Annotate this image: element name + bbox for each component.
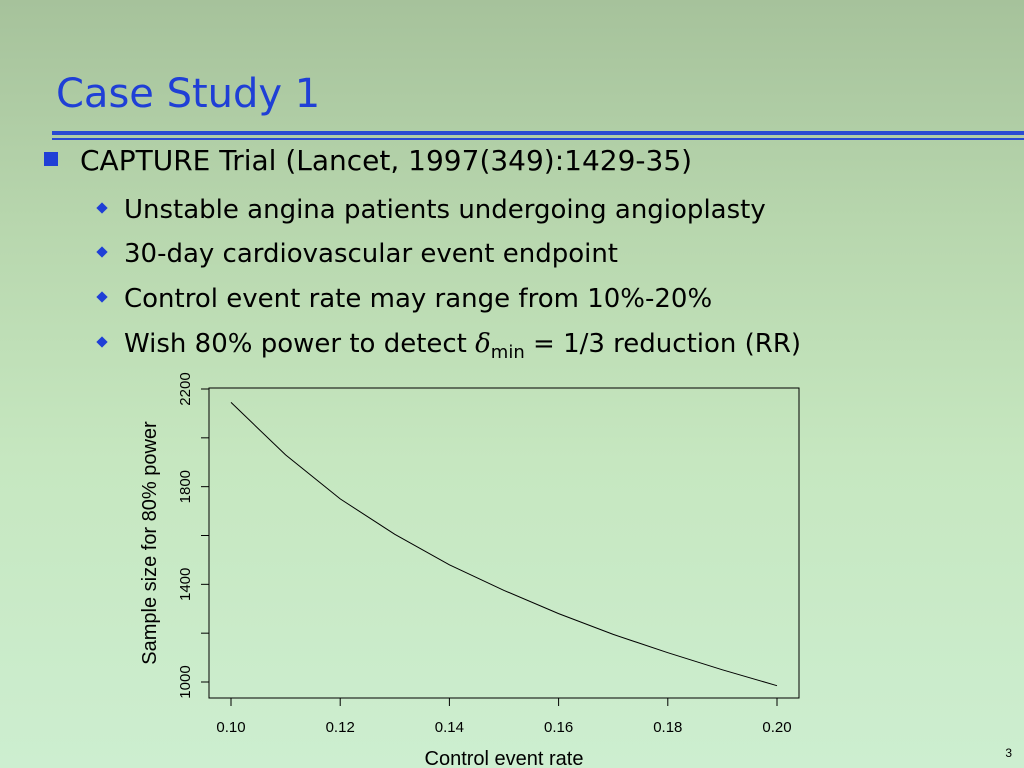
y-tick-label: 1400 [177, 568, 194, 601]
y-tick-label: 2200 [177, 372, 194, 405]
x-tick-label: 0.10 [216, 719, 245, 736]
x-tick-label: 0.20 [762, 719, 791, 736]
series-line-sample-size [230, 402, 778, 687]
x-tick-label: 0.16 [544, 719, 573, 736]
x-tick-label: 0.14 [435, 719, 464, 736]
y-tick-label: 1000 [177, 665, 194, 698]
plot-frame [208, 387, 800, 699]
sub-bullet-3: Control event rate may range from 10%-20… [96, 284, 713, 314]
y-axis: 1000 1400 1800 2200 [177, 372, 210, 699]
sub-bullet-2-text: 30-day cardiovascular event endpoint [124, 239, 618, 269]
title-divider-thick [52, 131, 1024, 135]
y-tick-label: 1800 [177, 470, 194, 503]
x-tick-label: 0.18 [653, 719, 682, 736]
y-axis-label: Sample size for 80% power [139, 421, 161, 665]
x-tick-label: 0.12 [326, 719, 355, 736]
delta-subscript: min [490, 342, 525, 363]
sub-bullet-1: Unstable angina patients undergoing angi… [96, 195, 766, 225]
x-axis-label: Control event rate [425, 748, 584, 768]
sub-bullet-4: Wish 80% power to detect δmin = 1/3 redu… [96, 329, 802, 368]
sub-bullet-1-text: Unstable angina patients undergoing angi… [124, 195, 766, 225]
delta-symbol: δ [475, 329, 491, 359]
page-number: 3 [1005, 746, 1012, 760]
sub-bullet-3-text: Control event rate may range from 10%-20… [124, 284, 713, 314]
bullet-capture-text: CAPTURE Trial (Lancet, 1997(349):1429-35… [80, 144, 693, 177]
sub-bullet-4-prefix: Wish 80% power to detect [124, 329, 476, 359]
x-axis: 0.10 0.12 0.14 0.16 0.18 0.20 [216, 697, 792, 736]
bullet-capture-trial: CAPTURE Trial (Lancet, 1997(349):1429-35… [44, 145, 692, 177]
title-divider-thin [52, 138, 1024, 140]
sub-bullet-4-suffix: = 1/3 reduction (RR) [524, 329, 802, 359]
sub-bullet-2: 30-day cardiovascular event endpoint [96, 239, 618, 269]
slide-title: Case Study 1 [56, 71, 321, 117]
square-bullet-icon [44, 152, 58, 166]
